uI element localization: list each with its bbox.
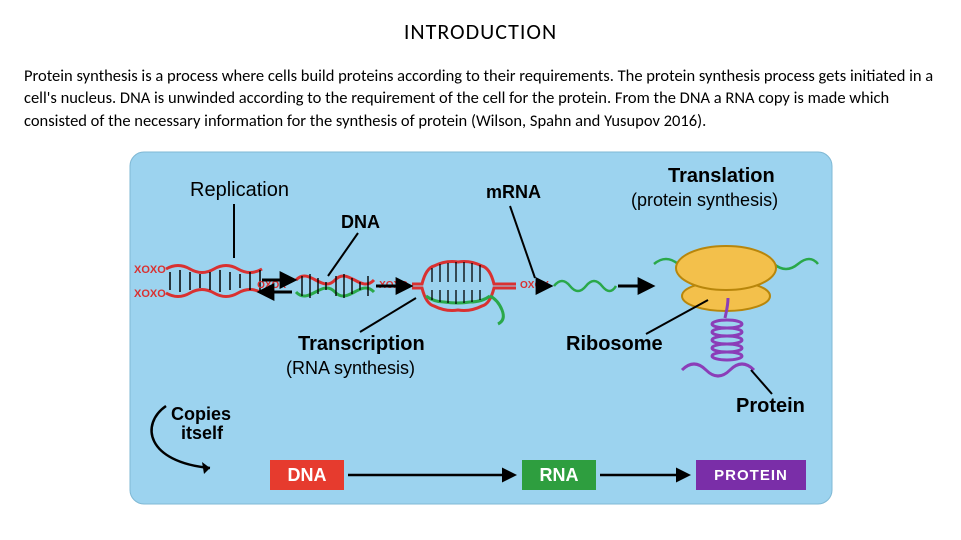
label-replication: Replication xyxy=(190,179,289,201)
svg-text:XOXO: XOXO xyxy=(134,264,166,276)
label-translation-1: Translation xyxy=(668,165,775,187)
label-mrna: mRNA xyxy=(486,182,541,202)
intro-paragraph: Protein synthesis is a process where cel… xyxy=(24,65,937,132)
page: INTRODUCTION Protein synthesis is a proc… xyxy=(0,0,961,508)
label-ribosome: Ribosome xyxy=(566,333,663,355)
page-title: INTRODUCTION xyxy=(24,18,937,45)
flow-protein-label: PROTEIN xyxy=(714,467,788,484)
label-translation-2: (protein synthesis) xyxy=(631,190,778,210)
ribosome-shape xyxy=(676,246,776,311)
diagram-container: XOXO XOXO xyxy=(24,148,937,508)
label-transcription-1: Transcription xyxy=(298,333,425,355)
protein-synthesis-diagram: XOXO XOXO xyxy=(126,148,836,508)
label-transcription-2: (RNA synthesis) xyxy=(286,358,415,378)
flow-rna-label: RNA xyxy=(539,465,578,485)
label-protein: Protein xyxy=(736,395,805,417)
label-dna: DNA xyxy=(341,212,380,232)
label-copies-1: Copies xyxy=(171,404,231,424)
label-copies-2: itself xyxy=(181,423,224,443)
svg-text:OXOX: OXOX xyxy=(257,280,286,291)
flow-dna-label: DNA xyxy=(287,465,326,485)
svg-text:XOXO: XOXO xyxy=(134,288,166,300)
